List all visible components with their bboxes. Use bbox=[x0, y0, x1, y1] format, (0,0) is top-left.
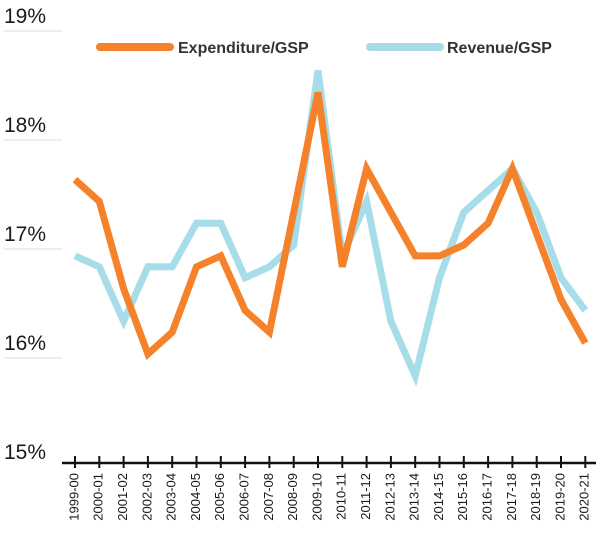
x-tick-label: 2003-04 bbox=[164, 473, 179, 521]
y-tick-label: 15% bbox=[4, 441, 46, 464]
x-tick-label: 2006-07 bbox=[237, 473, 252, 521]
x-tick-label: 2012-13 bbox=[382, 473, 397, 521]
x-tick-label: 2008-09 bbox=[285, 473, 300, 521]
x-tick-label: 2019-20 bbox=[552, 473, 567, 521]
x-tick-label: 2015-16 bbox=[455, 473, 470, 521]
y-tick-label: 16% bbox=[4, 332, 46, 355]
x-tick-label: 2002-03 bbox=[139, 473, 154, 521]
x-tick-label: 2014-15 bbox=[431, 473, 446, 521]
x-tick-label: 1999-00 bbox=[66, 473, 81, 521]
x-tick-label: 2011-12 bbox=[358, 473, 373, 520]
x-tick-label: 2001-02 bbox=[115, 473, 130, 521]
x-tick-label: 2013-14 bbox=[407, 473, 422, 521]
x-tick-label: 2004-05 bbox=[188, 473, 203, 521]
x-tick-label: 2016-17 bbox=[480, 473, 495, 521]
x-tick-label: 2018-19 bbox=[528, 473, 543, 521]
x-tick-label: 2010-11 bbox=[334, 473, 349, 520]
y-tick-label: 19% bbox=[4, 5, 46, 28]
y-tick-label: 17% bbox=[4, 223, 46, 246]
legend-label: Revenue/GSP bbox=[447, 40, 552, 57]
x-tick-label: 2009-10 bbox=[309, 473, 324, 521]
series-line bbox=[73, 70, 589, 387]
legend-label: Expenditure/GSP bbox=[178, 40, 309, 57]
x-tick-label: 2020-21 bbox=[577, 473, 592, 521]
x-tick-label: 2017-18 bbox=[504, 473, 519, 521]
y-tick-label: 18% bbox=[4, 114, 46, 137]
x-tick-label: 2000-01 bbox=[91, 473, 106, 521]
series-line bbox=[72, 91, 589, 361]
x-tick-label: 2005-06 bbox=[212, 473, 227, 521]
x-tick-label: 2007-08 bbox=[261, 473, 276, 521]
